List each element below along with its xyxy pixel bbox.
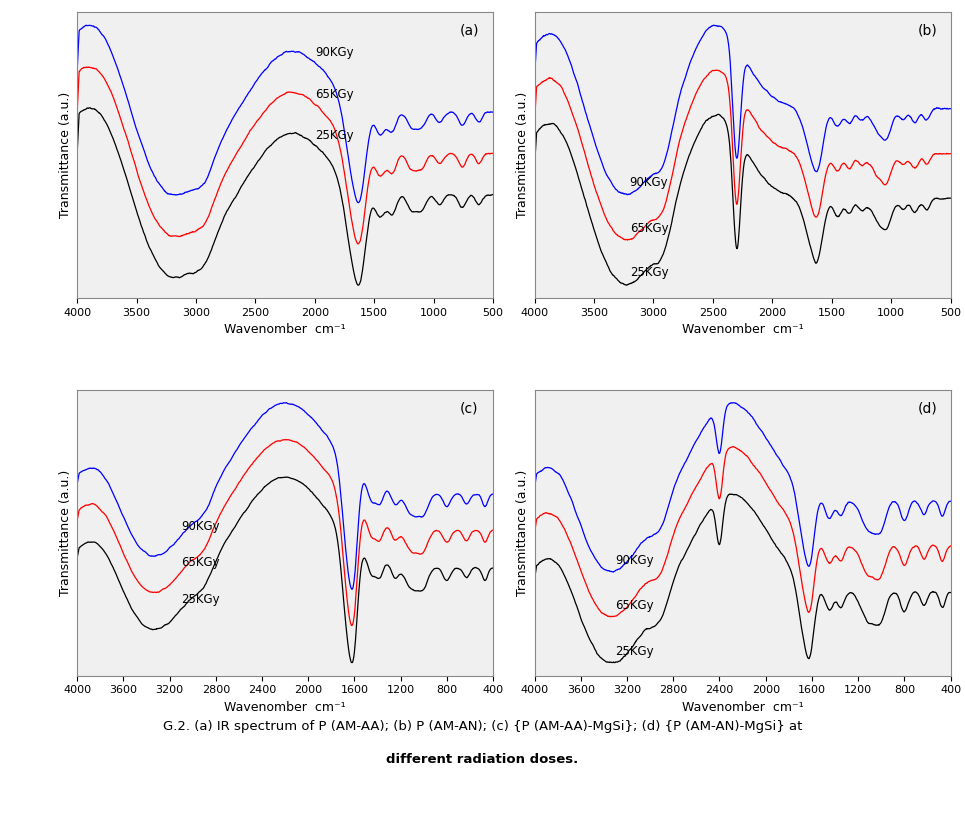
Text: 25KGy: 25KGy	[616, 646, 654, 659]
Y-axis label: Transmittance (a.u.): Transmittance (a.u.)	[59, 92, 71, 218]
X-axis label: Wavenomber  cm⁻¹: Wavenomber cm⁻¹	[682, 701, 804, 714]
Text: 65KGy: 65KGy	[616, 599, 654, 612]
Text: 90KGy: 90KGy	[315, 46, 353, 59]
Text: 65KGy: 65KGy	[630, 222, 669, 235]
Text: 65KGy: 65KGy	[181, 556, 220, 569]
Text: 25KGy: 25KGy	[630, 266, 669, 279]
Text: 90KGy: 90KGy	[630, 177, 669, 190]
Text: (b): (b)	[918, 24, 937, 37]
Text: G.2. (a) IR spectrum of P (AM-AA); (b) P (AM-AN); (c) {P (AM-AA)-MgSi}; (d) {P (: G.2. (a) IR spectrum of P (AM-AA); (b) P…	[163, 720, 802, 733]
Text: 25KGy: 25KGy	[315, 129, 353, 142]
Text: (c): (c)	[459, 401, 479, 415]
Text: 90KGy: 90KGy	[616, 554, 654, 567]
Text: 25KGy: 25KGy	[181, 593, 220, 606]
Text: 90KGy: 90KGy	[181, 520, 220, 533]
Text: (d): (d)	[918, 401, 937, 415]
X-axis label: Wavenomber  cm⁻¹: Wavenomber cm⁻¹	[224, 701, 345, 714]
X-axis label: Wavenomber  cm⁻¹: Wavenomber cm⁻¹	[224, 323, 345, 336]
Text: (a): (a)	[459, 24, 480, 37]
Text: different radiation doses.: different radiation doses.	[386, 753, 579, 766]
Text: 65KGy: 65KGy	[315, 88, 353, 101]
Y-axis label: Transmittance (a.u.): Transmittance (a.u.)	[59, 470, 71, 596]
Y-axis label: Transmittance (a.u.): Transmittance (a.u.)	[516, 470, 529, 596]
X-axis label: Wavenomber  cm⁻¹: Wavenomber cm⁻¹	[682, 323, 804, 336]
Y-axis label: Transmittance (a.u.): Transmittance (a.u.)	[516, 92, 529, 218]
